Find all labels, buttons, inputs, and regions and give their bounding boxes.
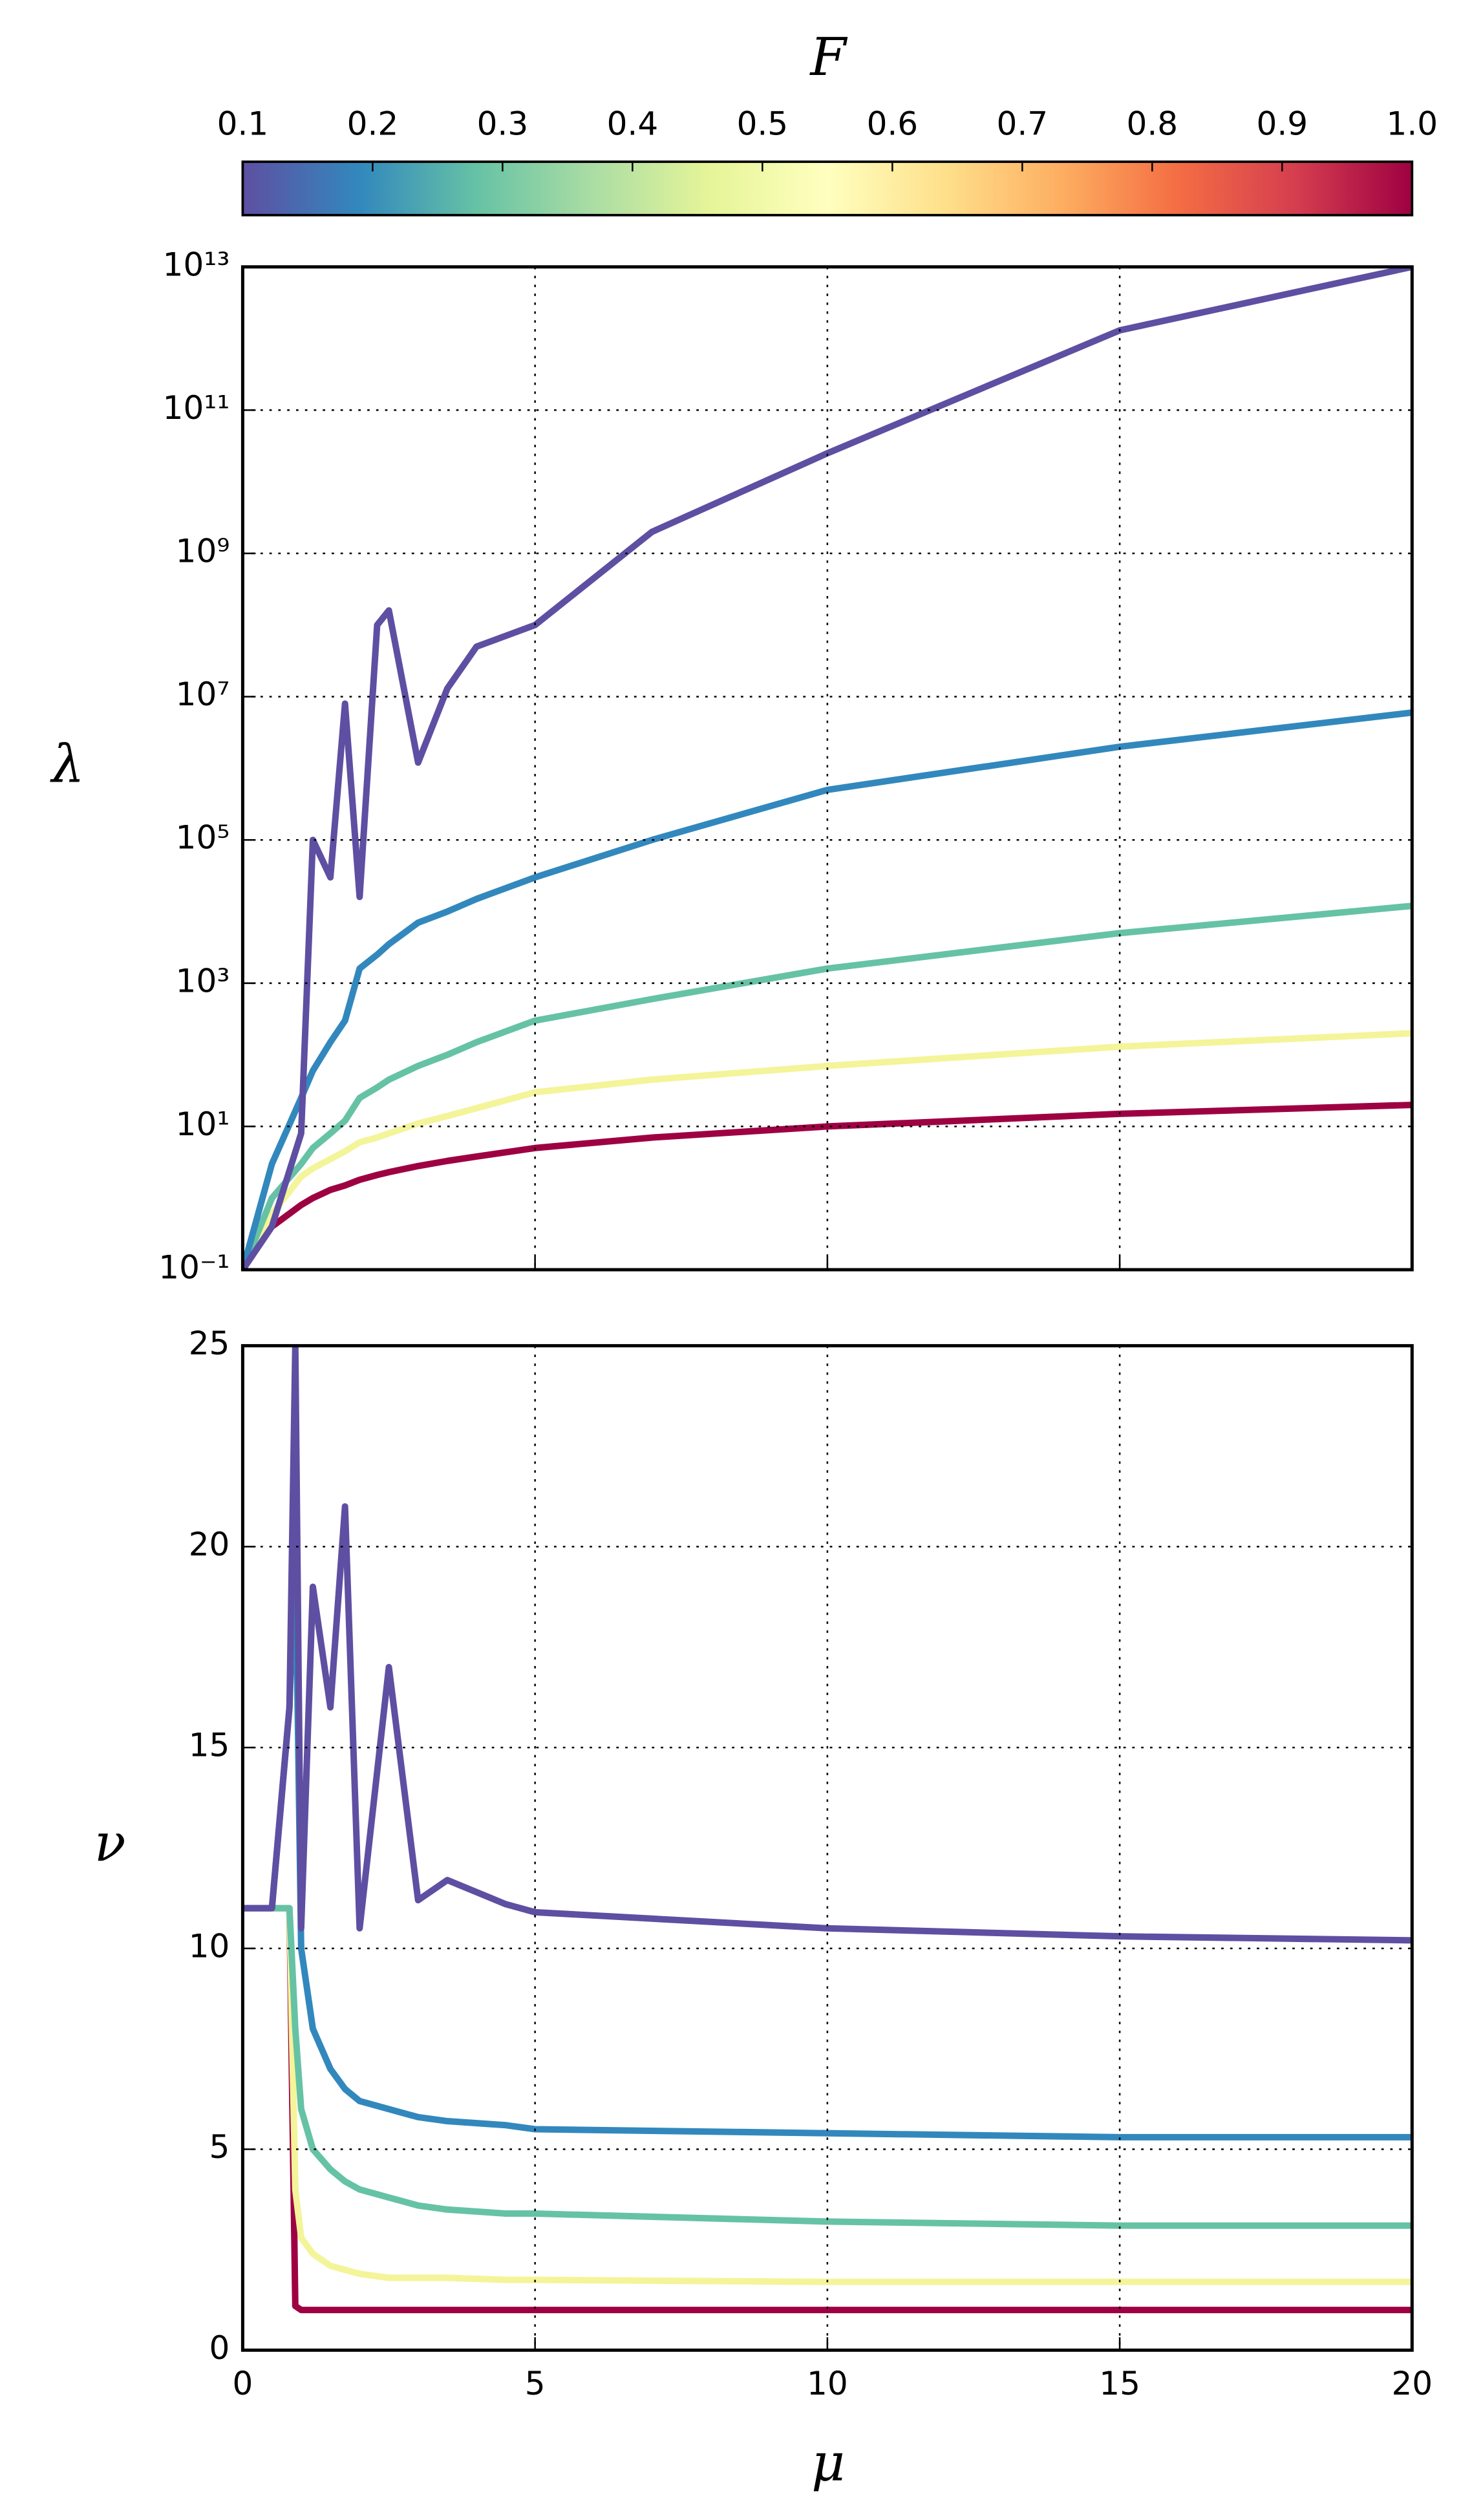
colorbar-label: F — [809, 27, 848, 87]
y-tick-label: 10¹³ — [163, 246, 230, 283]
data-line — [242, 709, 1413, 1270]
colorbar-tick-label: 0.5 — [737, 105, 789, 143]
y-tick-label: 15 — [189, 1727, 230, 1764]
x-axis-label: μ — [811, 2432, 845, 2492]
y-tick-label: 20 — [189, 1526, 230, 1563]
data-line — [242, 266, 1413, 1270]
x-tick-label: 0 — [232, 2365, 253, 2402]
plot-area — [242, 1345, 1413, 2314]
axes-frame — [240, 1344, 1414, 2352]
x-tick-label: 5 — [525, 2365, 546, 2402]
colorbar-tick-label: 0.7 — [997, 105, 1049, 143]
colorbar — [241, 160, 1414, 217]
x-tick-label: 15 — [1099, 2365, 1140, 2402]
colorbar-tick-label: 1.0 — [1387, 105, 1438, 143]
colorbar-tick-label: 0.6 — [867, 105, 919, 143]
y-tick-label: 10⁹ — [176, 533, 230, 570]
colorbar-tick-label: 0.4 — [607, 105, 659, 143]
colorbar-tick-label: 0.3 — [477, 105, 529, 143]
x-tick-label: 20 — [1391, 2365, 1433, 2402]
data-line — [242, 1345, 1413, 1944]
colorbar-tick-label: 0.8 — [1127, 105, 1179, 143]
y-tick-label: 10⁻¹ — [158, 1249, 229, 1287]
data-line — [242, 1030, 1413, 1270]
data-line — [242, 1102, 1413, 1270]
colorbar-tick-label: 0.2 — [347, 105, 399, 143]
y-tick-label: 25 — [189, 1325, 230, 1362]
y-tick-label: 10³ — [176, 962, 230, 999]
y-tick-label: 0 — [209, 2329, 230, 2367]
x-tick-label: 10 — [807, 2365, 848, 2402]
colorbar-tick-label: 0.1 — [217, 105, 269, 143]
y-tick-label: 10¹ — [176, 1105, 230, 1143]
axes-frame — [240, 265, 1414, 1272]
data-line — [242, 1905, 1413, 2229]
y-axis-label: ν — [94, 1813, 126, 1873]
y-tick-label: 5 — [209, 2128, 230, 2166]
y-tick-label: 10⁵ — [176, 819, 230, 857]
y-tick-label: 10 — [189, 1927, 230, 1965]
plot-area — [242, 266, 1413, 1270]
colorbar-tick-label: 0.9 — [1257, 105, 1308, 143]
data-line — [242, 1905, 1413, 2285]
y-axis-label: λ — [50, 734, 85, 794]
y-tick-label: 10⁷ — [176, 676, 230, 713]
data-line — [242, 902, 1413, 1270]
y-tick-label: 10¹¹ — [163, 389, 230, 427]
